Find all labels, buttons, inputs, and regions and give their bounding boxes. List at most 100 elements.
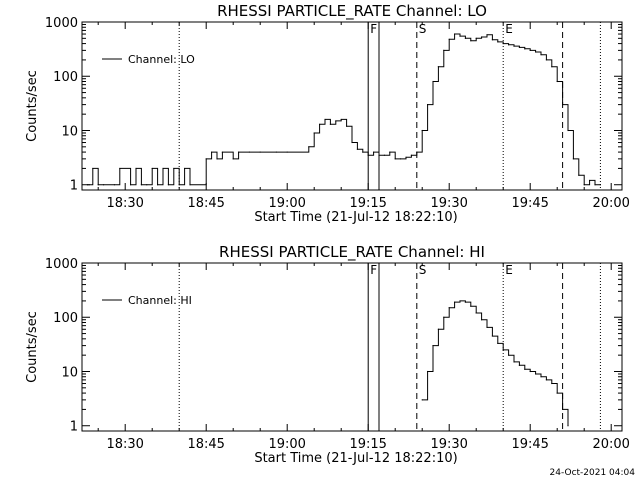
data-point <box>97 184 99 186</box>
data-point <box>286 151 288 153</box>
x-tick-label: 19:15 <box>349 437 386 452</box>
data-point <box>443 49 445 51</box>
data-point <box>513 45 515 47</box>
y-tick-label: 10 <box>61 365 78 380</box>
event-marker-label: E <box>505 263 513 277</box>
data-point <box>475 37 477 39</box>
data-point <box>416 151 418 153</box>
data-point <box>594 184 596 186</box>
data-point <box>535 373 537 375</box>
data-point <box>140 184 142 186</box>
data-point <box>113 184 115 186</box>
data-point <box>562 104 564 106</box>
data-point <box>216 158 218 160</box>
data-point <box>346 125 348 127</box>
data-point <box>329 123 331 125</box>
y-tick-label: 1000 <box>45 16 78 31</box>
data-point <box>437 328 439 330</box>
x-tick-label: 19:30 <box>430 196 467 211</box>
x-tick-label: 19:45 <box>511 437 548 452</box>
x-tick-label: 18:30 <box>106 196 143 211</box>
data-point <box>410 154 412 156</box>
data-point <box>454 301 456 303</box>
y-axis-title: Counts/sec <box>25 311 40 383</box>
data-point <box>427 104 429 106</box>
data-point <box>562 408 564 411</box>
data-point <box>475 312 477 314</box>
lo-channel-panel: F S E 18:30 18:45 19:00 19:15 19:30 19:45 20:00 1 1… <box>25 2 630 225</box>
x-axis-title: Start Time (21-Jul-12 18:22:10) <box>254 451 457 466</box>
data-point <box>589 179 591 182</box>
data-point <box>335 120 337 122</box>
data-point <box>502 42 504 45</box>
data-point <box>535 51 537 53</box>
x-tick-label: 19:45 <box>511 196 548 211</box>
data-point <box>497 342 499 344</box>
data-point <box>162 167 164 170</box>
x-tick-label: 19:15 <box>349 196 386 211</box>
data-point <box>130 184 132 186</box>
event-marker-label: E <box>505 22 513 36</box>
x-tick-label: 18:45 <box>187 437 224 452</box>
data-point <box>464 37 466 39</box>
data-point <box>275 151 277 153</box>
data-point <box>524 48 526 50</box>
data-point <box>205 158 207 160</box>
data-point <box>356 148 358 150</box>
data-point <box>373 151 375 153</box>
data-point <box>378 154 380 156</box>
plot-timestamp: 24-Oct-2021 04:04 <box>550 468 636 478</box>
plot-frame <box>81 262 623 432</box>
x-axis-title: Start Time (21-Jul-12 18:22:10) <box>254 210 457 225</box>
data-point <box>367 154 369 156</box>
data-point <box>238 151 240 153</box>
data-point <box>529 49 531 51</box>
data-point <box>497 41 499 43</box>
y-tick-label: 10 <box>61 124 78 139</box>
data-point <box>518 46 521 49</box>
data-point <box>432 345 434 347</box>
data-point <box>184 167 186 170</box>
data-point <box>459 35 461 37</box>
data-point <box>432 80 434 83</box>
data-point <box>572 158 575 160</box>
data-point <box>313 132 315 134</box>
data-point <box>92 167 94 170</box>
data-point <box>135 167 137 170</box>
data-point <box>157 184 159 186</box>
data-point <box>351 141 353 144</box>
series-line <box>87 33 601 186</box>
data-point <box>540 376 542 378</box>
event-marker-label: F <box>370 263 377 277</box>
y-tick-label: 1 <box>70 420 78 435</box>
data-point <box>448 307 450 309</box>
y-tick-label: 1000 <box>45 257 78 272</box>
data-point <box>486 326 488 328</box>
data-point <box>513 361 515 363</box>
legend-label: Channel: HI <box>128 294 192 307</box>
data-point <box>545 379 548 381</box>
data-point <box>427 370 429 373</box>
data-point <box>486 34 488 36</box>
data-point <box>221 151 223 153</box>
data-point <box>583 184 585 186</box>
data-point <box>491 39 493 41</box>
x-tick-label: 19:30 <box>430 437 467 452</box>
data-point <box>464 301 466 303</box>
data-point <box>211 151 213 153</box>
data-point <box>362 151 364 153</box>
y-tick-label: 100 <box>53 311 78 326</box>
data-point <box>567 425 569 427</box>
data-point <box>556 392 558 394</box>
data-point <box>491 335 493 337</box>
data-point <box>151 167 153 170</box>
data-point <box>459 300 461 302</box>
data-point <box>599 184 602 186</box>
plot-frame <box>81 21 623 191</box>
hi-channel-panel: F S E 18:30 18:45 19:00 19:15 19:30 19:45 20:00 1 1… <box>25 243 630 466</box>
data-point <box>119 167 121 170</box>
data-point <box>454 33 456 35</box>
series-line <box>422 300 569 426</box>
data-point <box>508 354 510 356</box>
